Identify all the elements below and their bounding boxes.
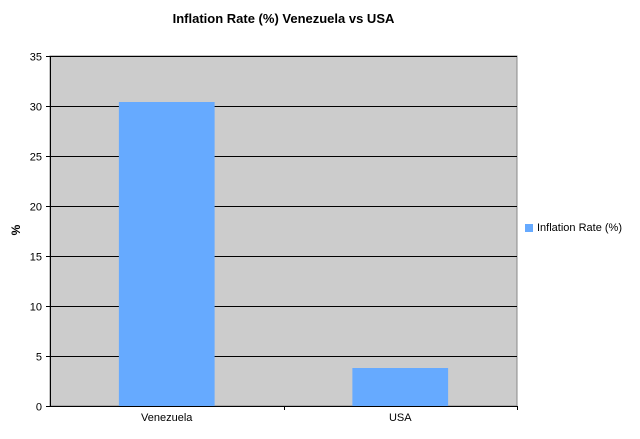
legend: Inflation Rate (%) [525, 222, 622, 234]
y-tick-label: 25 [30, 152, 42, 164]
y-tick-label: 30 [30, 102, 42, 114]
x-tick-label: Venezuela [141, 412, 193, 424]
y-tick-label: 0 [36, 402, 42, 414]
legend-label: Inflation Rate (%) [537, 222, 622, 234]
y-tick-label: 20 [30, 202, 42, 214]
legend-swatch [525, 224, 533, 232]
y-tick-label: 10 [30, 302, 42, 314]
y-tick-label: 5 [36, 352, 42, 364]
y-tick-label: 15 [30, 252, 42, 264]
chart-title: Inflation Rate (%) Venezuela vs USA [172, 11, 395, 26]
x-tick-label: USA [389, 412, 412, 424]
bar-venezuela [118, 102, 215, 406]
bar-usa [352, 368, 449, 406]
y-tick-label: 35 [30, 52, 42, 64]
